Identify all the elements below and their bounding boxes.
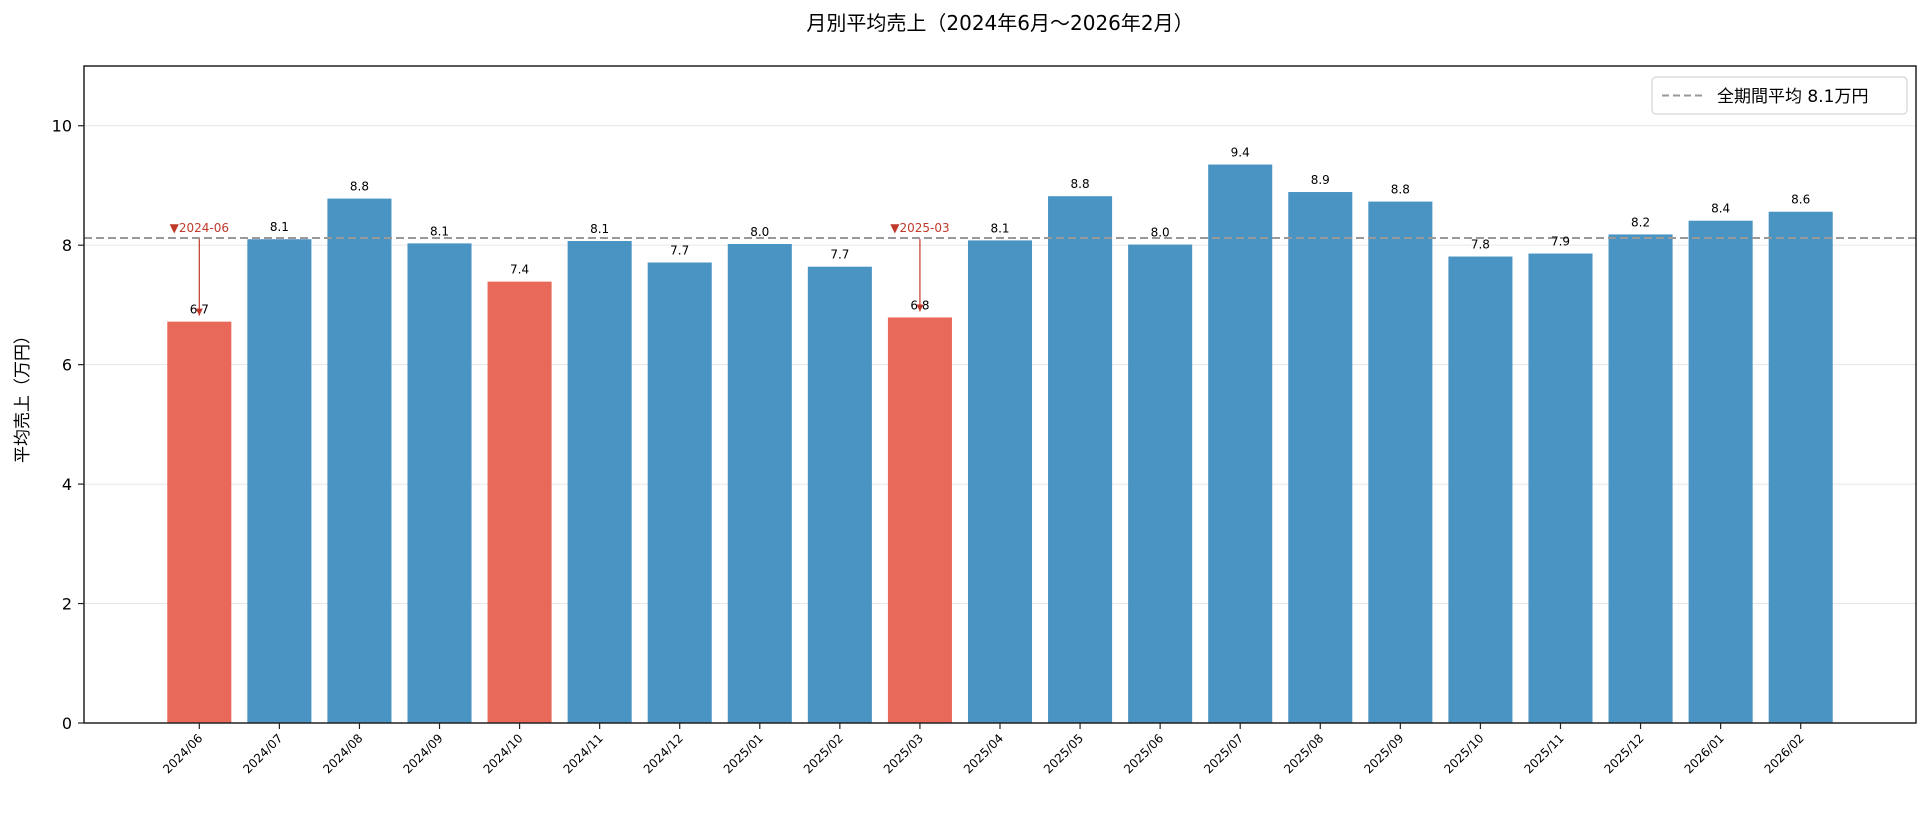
data-label: 7.8 bbox=[1471, 238, 1490, 252]
bar-2026/02 bbox=[1768, 211, 1833, 723]
x-ticks: 2024/06 2024/07 2024/08 2024/09 2024/10 2024/… bbox=[160, 723, 1807, 776]
x-tick-label: 2025/03 bbox=[881, 731, 926, 776]
data-label: 8.1 bbox=[430, 224, 449, 238]
x-tick-label: 2024/09 bbox=[400, 731, 445, 776]
annotation-label: ▼2024-06 bbox=[170, 221, 229, 235]
bar-2025/08 bbox=[1288, 192, 1353, 724]
x-tick-label: 2025/07 bbox=[1201, 731, 1246, 776]
annotation-label: ▼2025-03 bbox=[890, 221, 949, 235]
data-label: 8.8 bbox=[1071, 177, 1090, 191]
data-label: 8.1 bbox=[270, 220, 289, 234]
y-tick-label: 0 bbox=[62, 714, 72, 733]
y-tick-label: 10 bbox=[52, 117, 72, 136]
annotations: ▼2024-06 ▼2025-03 bbox=[170, 221, 950, 316]
x-tick-label: 2025/10 bbox=[1441, 731, 1486, 776]
x-tick-label: 2024/10 bbox=[481, 731, 526, 776]
bar-2024/09 bbox=[407, 243, 472, 723]
bar-2025/05 bbox=[1048, 196, 1113, 724]
bar-2025/09 bbox=[1368, 201, 1433, 723]
bar-2024/12 bbox=[647, 262, 712, 723]
bar-2024/11 bbox=[567, 241, 632, 723]
data-label: 7.4 bbox=[510, 263, 529, 277]
y-axis-label: 平均売上（万円） bbox=[13, 327, 33, 463]
data-label: 7.9 bbox=[1551, 235, 1570, 249]
x-tick-label: 2025/06 bbox=[1121, 731, 1166, 776]
x-tick-label: 2025/02 bbox=[801, 731, 846, 776]
data-label: 8.6 bbox=[1791, 193, 1810, 207]
x-tick-label: 2025/08 bbox=[1281, 731, 1326, 776]
bar-2025/04 bbox=[967, 240, 1033, 724]
x-tick-label: 2025/09 bbox=[1361, 731, 1406, 776]
data-label: 8.8 bbox=[1391, 183, 1410, 197]
data-labels: 6.78.18.88.17.48.17.78.07.76.88.18.88.09… bbox=[190, 146, 1810, 317]
data-label: 8.0 bbox=[1151, 226, 1170, 240]
bar-2025/03 bbox=[887, 317, 952, 723]
x-tick-label: 2026/02 bbox=[1762, 731, 1807, 776]
x-tick-label: 2024/07 bbox=[240, 731, 285, 776]
arrowhead-icon bbox=[195, 308, 203, 316]
legend-box bbox=[1651, 76, 1908, 115]
legend-label: 全期間平均 8.1万円 bbox=[1717, 87, 1868, 107]
data-label: 8.8 bbox=[350, 180, 369, 194]
bar-2026/01 bbox=[1688, 220, 1753, 723]
y-ticks: 0 2 4 6 8 10 bbox=[52, 117, 84, 733]
bar-2025/12 bbox=[1608, 234, 1673, 723]
x-tick-label: 2025/04 bbox=[961, 731, 1006, 776]
x-tick-label: 2024/06 bbox=[160, 731, 205, 776]
y-tick-label: 2 bbox=[62, 595, 72, 614]
bar-2025/01 bbox=[727, 243, 792, 723]
data-label: 9.4 bbox=[1231, 146, 1250, 160]
x-tick-label: 2025/12 bbox=[1602, 731, 1647, 776]
bars bbox=[167, 164, 1833, 724]
bar-2024/06 bbox=[167, 321, 232, 723]
bar-2024/10 bbox=[487, 281, 552, 723]
bar-2025/02 bbox=[807, 266, 872, 723]
bar-2025/11 bbox=[1528, 253, 1593, 723]
data-label: 8.0 bbox=[750, 225, 769, 239]
data-label: 7.7 bbox=[670, 244, 689, 258]
data-label: 8.9 bbox=[1311, 173, 1330, 187]
arrowhead-icon bbox=[916, 304, 924, 312]
data-label: 8.4 bbox=[1711, 202, 1730, 216]
bar-2024/08 bbox=[327, 198, 392, 723]
x-tick-label: 2024/11 bbox=[561, 731, 606, 776]
x-tick-label: 2026/01 bbox=[1682, 731, 1727, 776]
data-label: 8.1 bbox=[590, 222, 609, 236]
x-tick-label: 2024/12 bbox=[641, 731, 686, 776]
data-label: 8.2 bbox=[1631, 215, 1650, 229]
y-tick-label: 8 bbox=[62, 236, 72, 255]
x-tick-label: 2025/11 bbox=[1521, 731, 1566, 776]
x-tick-label: 2025/05 bbox=[1041, 731, 1086, 776]
x-tick-label: 2024/08 bbox=[320, 731, 365, 776]
y-tick-label: 4 bbox=[62, 475, 72, 494]
chart-title: 月別平均売上（2024年6月〜2026年2月） bbox=[806, 11, 1193, 35]
bar-2025/07 bbox=[1208, 164, 1273, 724]
data-label: 8.1 bbox=[990, 221, 1009, 235]
bar-2024/07 bbox=[247, 239, 312, 723]
legend: 全期間平均 8.1万円 bbox=[1651, 76, 1908, 115]
bar-2025/06 bbox=[1128, 244, 1193, 724]
y-tick-label: 6 bbox=[62, 356, 72, 375]
bar-2025/10 bbox=[1448, 256, 1513, 723]
data-label: 7.7 bbox=[830, 248, 849, 262]
x-tick-label: 2025/01 bbox=[721, 731, 766, 776]
